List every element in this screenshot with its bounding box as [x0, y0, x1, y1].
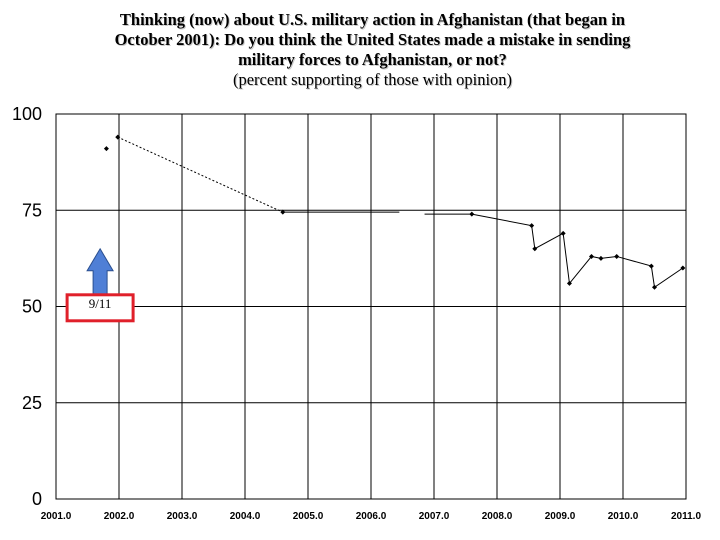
x-tick-label: 2002.0	[104, 511, 135, 522]
x-tick-label: 2006.0	[356, 511, 387, 522]
data-point	[680, 265, 686, 271]
y-tick-label: 100	[12, 104, 42, 124]
series-line-segment	[471, 213, 684, 289]
annotation-9-11: 9/11	[65, 247, 135, 323]
title-line-2: October 2001): Do you think the United S…	[114, 30, 631, 49]
data-point	[103, 146, 109, 152]
x-tick-label: 2010.0	[608, 511, 639, 522]
annotation-box	[65, 293, 135, 323]
x-tick-label: 2011.0	[671, 511, 701, 522]
title-line-1: Thinking (now) about U.S. military actio…	[119, 10, 626, 29]
plot-frame	[55, 113, 687, 500]
data-point	[280, 209, 286, 215]
x-axis-ticks: 2001.0 2002.0 2003.0 2004.0 2005.0 2006.0 2007…	[41, 511, 702, 522]
series-lines	[117, 136, 684, 289]
x-tick-label: 2008.0	[482, 511, 513, 522]
chart-subtitle: (percent supporting of those with opinio…	[232, 70, 513, 89]
x-tick-label: 2007.0	[419, 511, 450, 522]
y-tick-label: 75	[22, 200, 42, 220]
x-tick-label: 2001.0	[41, 511, 72, 522]
data-point	[566, 280, 572, 286]
annotation-label: 9/11	[89, 296, 112, 311]
x-tick-label: 2005.0	[293, 511, 324, 522]
data-point	[560, 230, 566, 236]
y-tick-label: 25	[22, 393, 42, 413]
y-tick-label: 50	[22, 297, 42, 317]
data-point	[648, 263, 654, 269]
up-arrow-icon	[86, 247, 114, 296]
x-tick-label: 2003.0	[167, 511, 198, 522]
x-tick-label: 2004.0	[230, 511, 261, 522]
data-point	[532, 246, 538, 252]
data-point	[115, 134, 121, 140]
title-line-3: military forces to Afghanistan, or not?	[238, 50, 507, 69]
chart-title: Thinking (now) about U.S. military actio…	[60, 10, 685, 90]
y-axis-ticks: 0 25 50 75 100	[12, 104, 42, 509]
y-tick-label: 0	[32, 489, 42, 509]
series-points	[103, 134, 686, 290]
data-point	[469, 211, 475, 217]
data-point	[529, 223, 535, 229]
data-point	[652, 284, 657, 290]
series-line-segment	[117, 136, 284, 213]
grid	[55, 113, 687, 500]
data-point	[598, 255, 604, 261]
data-point	[589, 253, 594, 259]
data-point	[614, 253, 620, 259]
x-tick-label: 2009.0	[545, 511, 576, 522]
